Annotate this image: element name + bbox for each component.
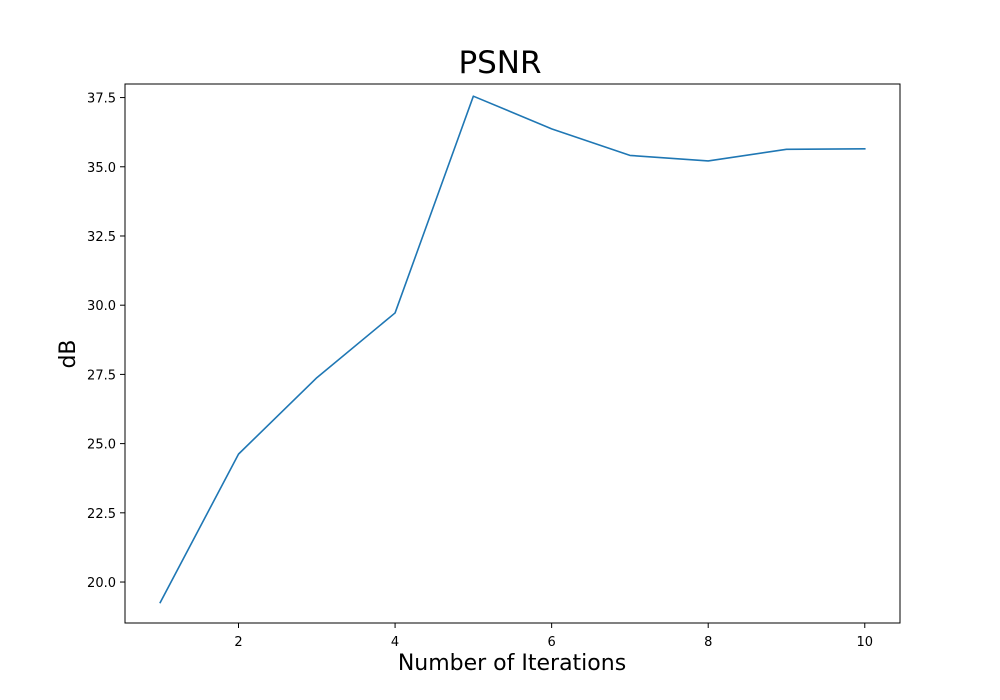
x-axis-label: Number of Iterations [398, 651, 626, 676]
y-tick-label: 20.0 [87, 576, 116, 591]
x-axis-ticks: 2 4 6 8 10 [234, 623, 873, 650]
x-tick-label: 6 [548, 635, 556, 650]
y-tick-label: 35.0 [87, 161, 116, 176]
chart-title: PSNR [458, 45, 541, 81]
series-line [159, 95, 866, 604]
plot-area-frame [124, 83, 901, 624]
x-tick-label: 2 [234, 635, 242, 650]
series-layer [159, 95, 866, 604]
x-tick-label: 4 [391, 635, 399, 650]
x-tick-label: 8 [704, 635, 712, 650]
y-tick-label: 22.5 [87, 507, 116, 522]
y-axis-ticks: 20.0 22.5 25.0 27.5 30.0 32.5 35.0 37.5 [87, 92, 125, 591]
x-tick-label: 10 [856, 635, 873, 650]
y-axis-label: dB [56, 339, 81, 368]
y-tick-label: 27.5 [87, 368, 116, 383]
y-tick-label: 37.5 [87, 92, 116, 107]
y-tick-label: 32.5 [87, 230, 116, 245]
y-tick-label: 30.0 [87, 299, 116, 314]
y-tick-label: 25.0 [87, 438, 116, 453]
